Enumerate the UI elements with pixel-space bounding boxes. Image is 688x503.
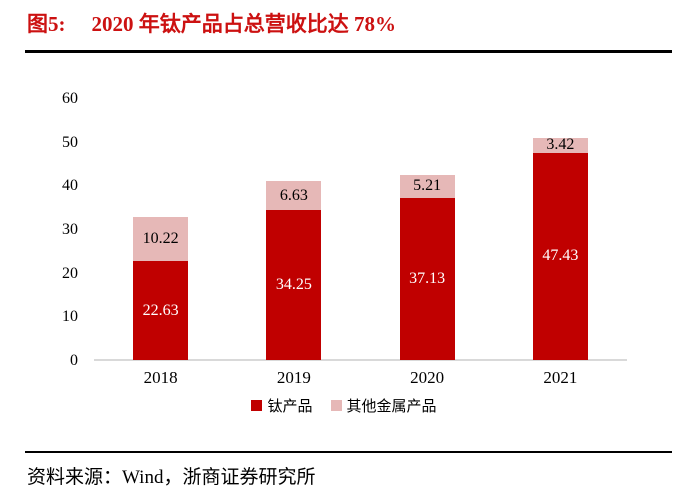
bar-segment-钛产品: 34.25: [266, 210, 322, 360]
x-axis-category-label: 2018: [143, 368, 178, 387]
bar-value-label: 47.43: [542, 247, 579, 265]
x-axis-category-label: 2020: [410, 368, 445, 387]
stacked-bar-chart: 钛产品 其他金属产品 0 10 20 30 40 50 60 22.63 10.22 2018 34.…: [0, 85, 688, 430]
figure-label: 图5:: [27, 12, 66, 36]
y-axis-tick-label: 60: [62, 90, 78, 107]
x-axis-line: [94, 359, 627, 361]
legend-item-其他金属产品: 其他金属产品: [330, 395, 437, 416]
bar-segment-钛产品: 22.63: [133, 261, 189, 360]
bar-value-label: 5.21: [413, 177, 442, 195]
bar-value-label: 34.25: [275, 276, 312, 294]
figure-title: 图5: 2020 年钛产品占总营收比达 78%: [27, 8, 396, 38]
source-divider: [25, 451, 672, 453]
x-axis-category-label: 2021: [543, 368, 578, 387]
bar-segment-其他金属产品: 10.22: [133, 216, 189, 262]
bar-segment-钛产品: 37.13: [399, 197, 455, 360]
x-axis-category-label: 2019: [276, 368, 311, 387]
bar-value-label: 22.63: [142, 301, 179, 319]
chart-legend: 钛产品 其他金属产品: [0, 395, 688, 416]
y-axis-tick-label: 30: [62, 221, 78, 238]
legend-label: 钛产品: [267, 399, 313, 415]
bar-value-label: 37.13: [409, 269, 446, 287]
bar-value-label: 3.42: [546, 136, 575, 154]
bar-segment-钛产品: 47.43: [532, 152, 588, 360]
bar-value-label: 6.63: [279, 186, 308, 204]
bar-segment-其他金属产品: 5.21: [399, 175, 455, 198]
title-divider: [25, 50, 672, 53]
bar-segment-其他金属产品: 6.63: [266, 181, 322, 211]
y-axis-tick-label: 40: [62, 177, 78, 195]
legend-swatch-icon: [251, 400, 263, 411]
legend-swatch-icon: [330, 400, 342, 411]
legend-item-钛产品: 钛产品: [251, 395, 313, 416]
figure-title-text: 2020 年钛产品占总营收比达 78%: [91, 12, 397, 36]
y-axis-tick-label: 10: [62, 308, 78, 326]
source-note: 资料来源：Wind，浙商证券研究所: [27, 467, 316, 488]
bar-value-label: 10.22: [142, 229, 179, 247]
y-axis-tick-label: 0: [70, 352, 78, 369]
bar-segment-其他金属产品: 3.42: [532, 136, 588, 154]
y-axis-tick-label: 50: [62, 133, 78, 151]
y-axis-tick-label: 20: [62, 264, 78, 282]
legend-label: 其他金属产品: [346, 399, 437, 415]
